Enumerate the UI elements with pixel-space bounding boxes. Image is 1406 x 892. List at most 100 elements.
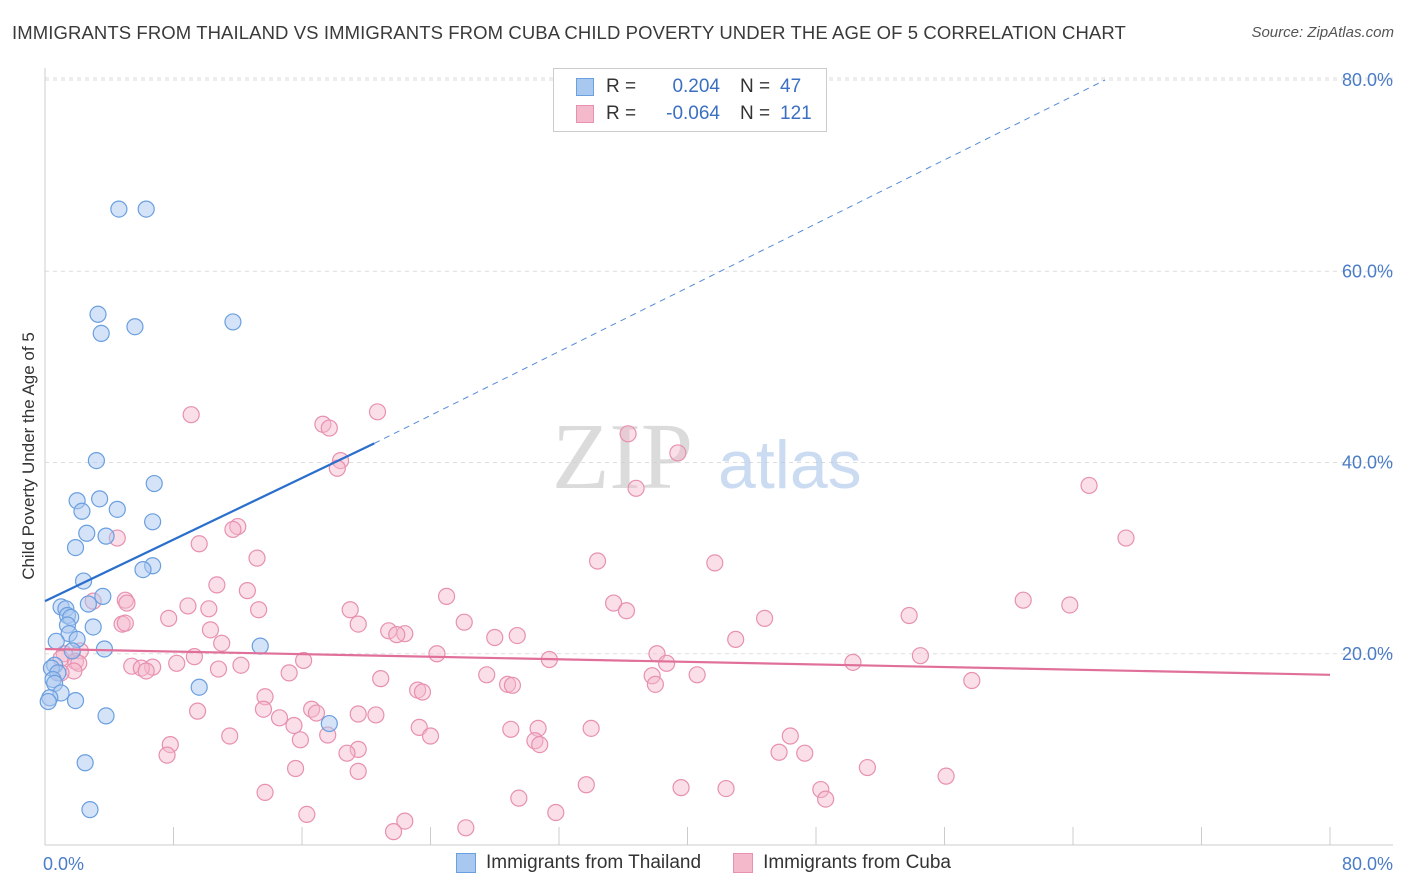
- cuba-point: [338, 744, 356, 762]
- thailand-point: [81, 801, 99, 819]
- x-tick-label: 0.0%: [43, 854, 84, 874]
- cuba-point: [349, 705, 367, 723]
- cuba-point: [349, 615, 367, 633]
- thailand-point: [73, 502, 91, 520]
- thailand-trend-extension: [374, 79, 1106, 444]
- thailand-point: [134, 560, 152, 579]
- thailand-point: [137, 200, 155, 218]
- cuba-point: [349, 740, 367, 758]
- bottom-legend-cuba: Immigrants from Cuba: [733, 852, 951, 874]
- cuba-point: [669, 444, 687, 462]
- watermark-atlas: atlas: [718, 427, 862, 503]
- cuba-point: [937, 767, 955, 785]
- legend-n-value: 47: [780, 76, 802, 97]
- thailand-point: [144, 513, 162, 531]
- legend-n-label: N =: [740, 103, 771, 124]
- thailand-point: [47, 632, 65, 650]
- cuba-point: [755, 609, 774, 627]
- legend-row-cuba: R = -0.064 N = 121: [576, 102, 812, 126]
- bottom-legend-label-thailand: Immigrants from Thailand: [486, 852, 702, 873]
- thailand-point: [97, 707, 115, 725]
- legend-r-label: R =: [606, 76, 637, 97]
- legend-swatch-cuba: [576, 105, 594, 123]
- cuba-point: [118, 594, 136, 612]
- cuba-point: [627, 479, 645, 497]
- cuba-point: [963, 671, 981, 690]
- cuba-point: [256, 688, 274, 706]
- cuba-point: [727, 630, 745, 649]
- cuba-point: [209, 660, 228, 678]
- thailand-point: [91, 490, 109, 508]
- thailand-point: [84, 618, 102, 636]
- cuba-point: [457, 819, 475, 837]
- cuba-point: [158, 746, 176, 764]
- cuba-point: [619, 425, 637, 443]
- cuba-point: [291, 731, 309, 749]
- watermark-zip: ZIP: [552, 405, 693, 509]
- thailand-point: [39, 692, 57, 711]
- legend-r-label: R =: [606, 103, 637, 124]
- cuba-point: [179, 597, 197, 615]
- thailand-points: [39, 200, 338, 819]
- thailand-point: [78, 524, 96, 542]
- bottom-legend: Immigrants from Thailand Immigrants from…: [456, 852, 983, 874]
- cuba-point: [182, 406, 200, 424]
- cuba-point: [605, 594, 623, 612]
- thailand-point: [94, 587, 112, 605]
- cuba-point: [349, 762, 367, 780]
- cuba-point: [280, 664, 298, 682]
- cuba-point: [270, 709, 289, 727]
- cuba-trend-line: [44, 647, 1331, 676]
- cuba-point: [421, 727, 440, 745]
- thailand-point: [92, 324, 110, 343]
- y-tick-label: 80.0%: [1342, 70, 1393, 90]
- cuba-point: [531, 735, 549, 754]
- axes: [44, 68, 1393, 846]
- cuba-point: [285, 716, 303, 735]
- cuba-point: [706, 554, 724, 572]
- cuba-point: [116, 614, 134, 632]
- cuba-points: [52, 403, 1135, 841]
- cuba-point: [200, 600, 218, 618]
- thailand-point: [126, 318, 144, 336]
- legend-r-value: 0.204: [672, 76, 720, 97]
- chart-title: IMMIGRANTS FROM THAILAND VS IMMIGRANTS F…: [12, 22, 1126, 43]
- cuba-point: [455, 613, 473, 631]
- cuba-point: [248, 549, 266, 567]
- thailand-point: [251, 637, 269, 655]
- cuba-point: [396, 812, 414, 830]
- legend: R = 0.204 N = 47 R = -0.064 N = 121: [553, 68, 827, 132]
- cuba-point: [116, 591, 134, 609]
- thailand-point: [108, 500, 126, 518]
- thailand-point: [87, 451, 106, 470]
- thailand-point: [97, 527, 115, 545]
- cuba-point: [384, 823, 403, 841]
- legend-r-value: -0.064: [666, 103, 720, 124]
- tick-labels: 20.0% 40.0% 60.0% 80.0% 0.0% 80.0%: [43, 70, 1393, 874]
- thailand-point: [224, 313, 242, 331]
- cuba-point: [817, 790, 835, 808]
- cuba-point: [229, 517, 247, 536]
- thailand-point: [76, 754, 94, 772]
- cuba-point: [428, 645, 446, 663]
- thailand-point: [79, 595, 97, 613]
- source-credit: Source: ZipAtlas.com: [1251, 24, 1394, 41]
- cuba-point: [161, 735, 179, 754]
- y-axis-label: Child Poverty Under the Age of 5: [19, 332, 38, 580]
- cuba-point: [388, 626, 406, 644]
- cuba-point: [367, 706, 385, 724]
- trend-lines: [44, 79, 1331, 676]
- cuba-point: [256, 783, 274, 802]
- cuba-point: [368, 403, 387, 421]
- cuba-point: [201, 621, 220, 639]
- cuba-point: [341, 601, 359, 619]
- cuba-point: [844, 653, 862, 671]
- thailand-point: [89, 305, 107, 323]
- thailand-point: [190, 678, 208, 696]
- cuba-point: [295, 651, 313, 670]
- cuba-point: [486, 628, 504, 647]
- cuba-point: [770, 743, 788, 761]
- cuba-point: [577, 776, 595, 794]
- cuba-point: [858, 758, 877, 777]
